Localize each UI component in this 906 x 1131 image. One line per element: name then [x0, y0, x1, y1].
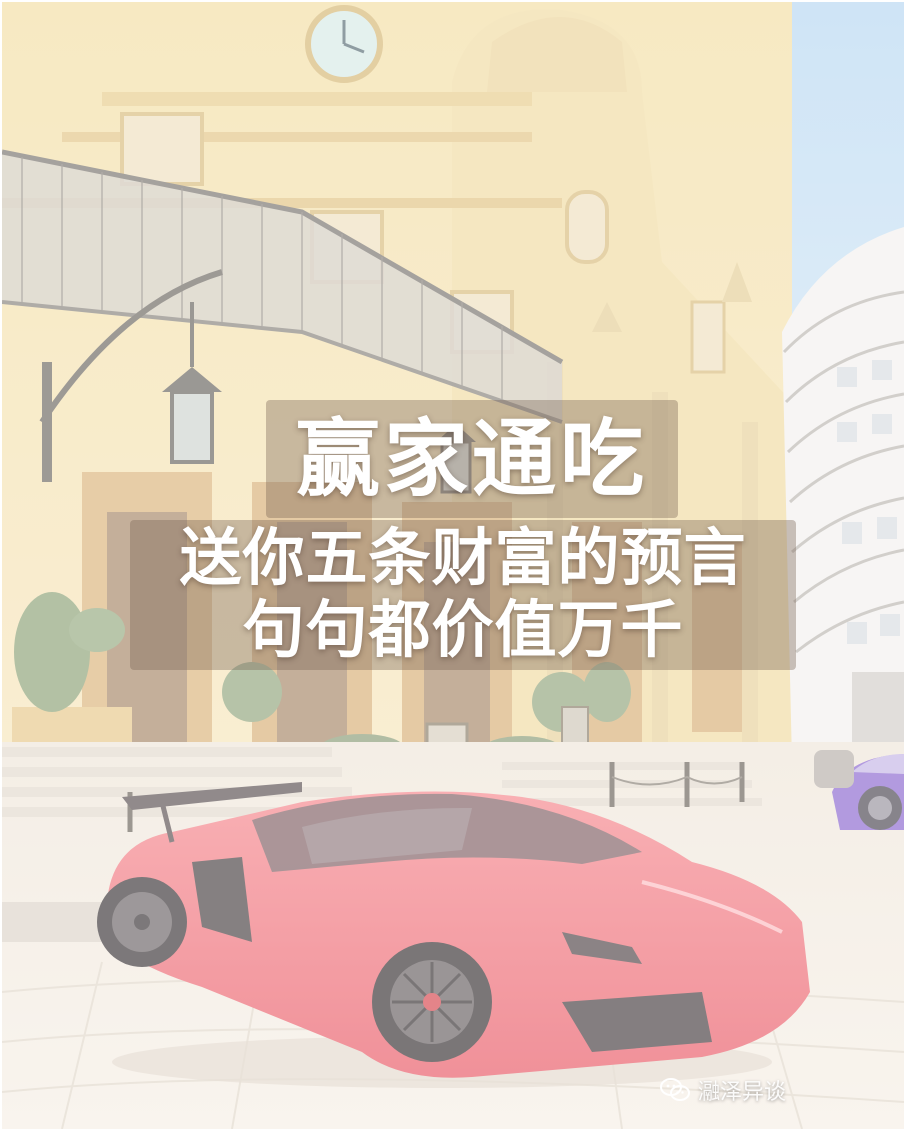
subtitle-line-1: 送你五条财富的预言 [179, 521, 747, 594]
wechat-icon [659, 1078, 690, 1101]
watermark: 瀜泽异谈 [659, 1074, 786, 1106]
subtitle: 送你五条财富的预言 句句都价值万千 [130, 522, 796, 666]
casino-building [2, 2, 792, 783]
round-building [782, 227, 904, 762]
purple-car [814, 750, 904, 830]
lantern [162, 302, 222, 464]
headline-backdrop [266, 400, 678, 518]
subtitle-line-2: 句句都价值万千 [242, 593, 684, 666]
watermark-text: 瀜泽异谈 [697, 1080, 786, 1105]
red-sports-car [97, 782, 810, 1078]
headline: 赢家通吃 [295, 409, 648, 508]
subtitle-backdrop [130, 520, 796, 670]
